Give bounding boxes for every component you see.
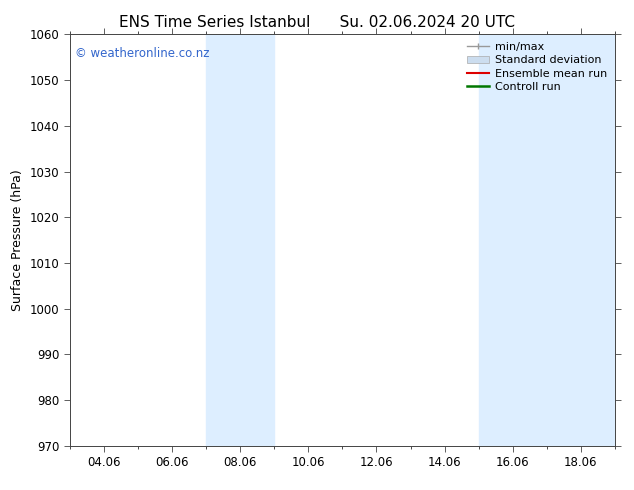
Text: © weatheronline.co.nz: © weatheronline.co.nz xyxy=(75,47,210,60)
Y-axis label: Surface Pressure (hPa): Surface Pressure (hPa) xyxy=(11,169,24,311)
Text: ENS Time Series Istanbul      Su. 02.06.2024 20 UTC: ENS Time Series Istanbul Su. 02.06.2024 … xyxy=(119,15,515,30)
Bar xyxy=(206,34,275,446)
Bar xyxy=(479,34,615,446)
Legend: min/max, Standard deviation, Ensemble mean run, Controll run: min/max, Standard deviation, Ensemble me… xyxy=(463,38,612,97)
